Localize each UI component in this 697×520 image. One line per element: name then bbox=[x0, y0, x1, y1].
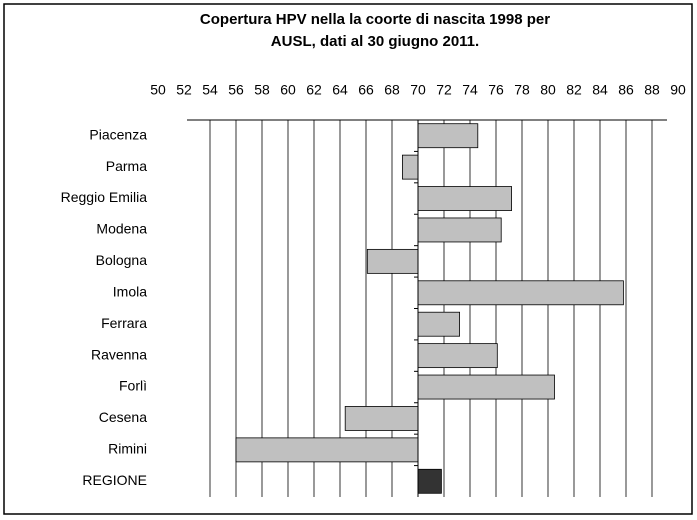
x-tick-label: 50 bbox=[150, 82, 166, 98]
y-tick-label: Bologna bbox=[96, 252, 148, 268]
x-tick-label: 62 bbox=[306, 82, 322, 98]
bar bbox=[417, 123, 479, 149]
bar bbox=[235, 437, 419, 463]
bar bbox=[417, 343, 498, 369]
x-tick-label: 64 bbox=[332, 82, 348, 98]
y-tick-label: REGIONE bbox=[82, 472, 147, 488]
x-tick-label: 60 bbox=[280, 82, 296, 98]
y-tick-label: Rimini bbox=[108, 441, 147, 457]
bar bbox=[417, 468, 442, 494]
y-tick-label: Cesena bbox=[99, 409, 147, 425]
x-tick-label: 68 bbox=[384, 82, 400, 98]
x-tick-label: 70 bbox=[410, 82, 426, 98]
y-tick-label: Modena bbox=[96, 221, 147, 237]
y-tick-label: Forlì bbox=[119, 378, 147, 394]
x-tick-label: 86 bbox=[618, 82, 634, 98]
y-tick-label: Parma bbox=[106, 158, 147, 174]
chart-title: AUSL, dati al 30 giugno 2011. bbox=[271, 33, 479, 50]
bar bbox=[417, 186, 512, 211]
x-tick-label: 54 bbox=[202, 82, 218, 98]
x-tick-label: 80 bbox=[540, 82, 556, 98]
y-tick-label: Ferrara bbox=[101, 315, 147, 331]
y-tick-label: Ravenna bbox=[91, 346, 147, 362]
chart-title: Copertura HPV nella la coorte di nascita… bbox=[200, 11, 550, 28]
x-tick-label: 52 bbox=[176, 82, 192, 98]
y-tick-label: Piacenza bbox=[89, 126, 147, 142]
bar bbox=[417, 374, 555, 400]
x-tick-label: 72 bbox=[436, 82, 452, 98]
x-tick-label: 56 bbox=[228, 82, 244, 98]
x-tick-label: 90 bbox=[670, 82, 686, 98]
x-tick-label: 76 bbox=[488, 82, 504, 98]
bar bbox=[401, 154, 419, 180]
y-tick-label: Reggio Emilia bbox=[61, 189, 148, 205]
bar bbox=[344, 406, 419, 431]
x-tick-label: 84 bbox=[592, 82, 608, 98]
bar bbox=[366, 248, 419, 274]
x-tick-label: 88 bbox=[644, 82, 660, 98]
y-tick-label: Imola bbox=[113, 283, 147, 299]
x-tick-label: 58 bbox=[254, 82, 270, 98]
bar bbox=[417, 311, 460, 337]
x-tick-label: 74 bbox=[462, 82, 478, 98]
x-tick-label: 66 bbox=[358, 82, 374, 98]
x-tick-label: 78 bbox=[514, 82, 530, 98]
bar bbox=[417, 280, 624, 306]
bar bbox=[417, 217, 502, 243]
x-tick-label: 82 bbox=[566, 82, 582, 98]
